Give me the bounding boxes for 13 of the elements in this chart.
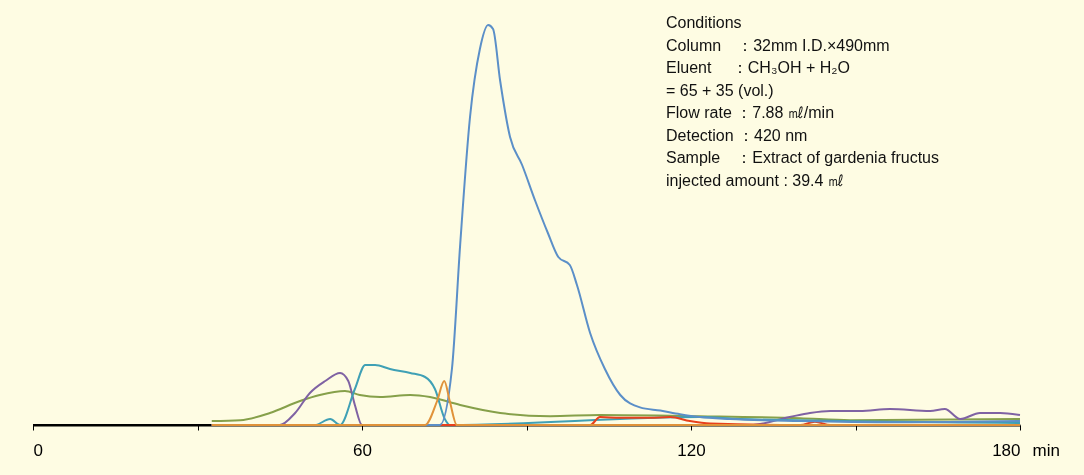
annotation: = 65 + 35 (vol.) (666, 81, 774, 99)
x-tick-label: 180 (992, 440, 1021, 460)
x-tick-label: 0 (33, 440, 43, 460)
annotation: Conditions (666, 14, 742, 31)
x-tick-label: 120 (677, 440, 706, 460)
annotation: Column ：32mm I.D.×490mm (666, 36, 890, 54)
x-axis-title: min (1032, 440, 1060, 460)
x-tick-label: 60 (353, 440, 372, 460)
annotation: Eluent ：CH₃OH + H₂O (666, 59, 850, 76)
annotation: injected amount : 39.4 ㎖ (666, 171, 844, 189)
annotation: Flow rate ：7.88 ㎖/min (666, 104, 835, 121)
annotation: Sample ：Extract of gardenia fructus (666, 149, 940, 166)
annotation: Detection ：420 nm (666, 126, 808, 144)
